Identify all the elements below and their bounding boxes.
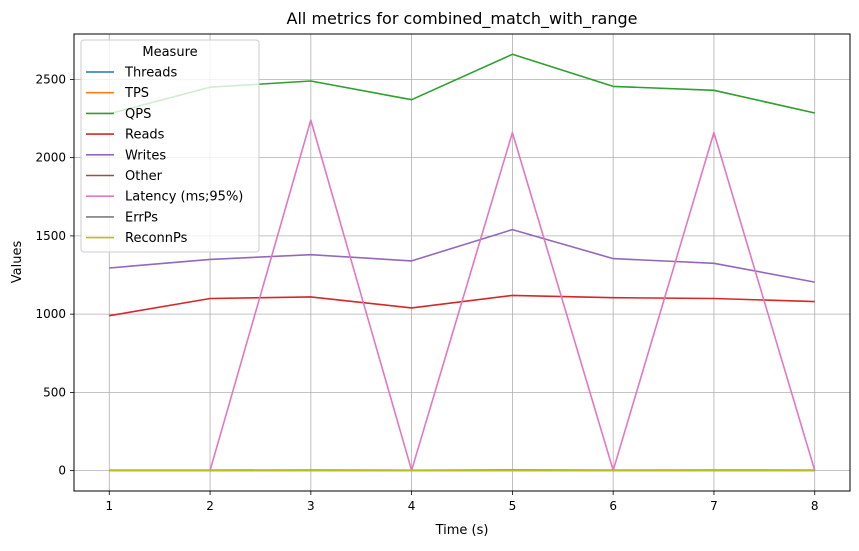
legend-label-errps: ErrPs — [125, 210, 158, 225]
y-tick-label: 2500 — [35, 72, 66, 86]
y-tick-label: 500 — [43, 385, 66, 399]
legend-label-tps: TPS — [124, 86, 149, 101]
legend-title: Measure — [142, 45, 197, 60]
legend-label-reconnps: ReconnPs — [125, 231, 188, 246]
x-axis-label: Time (s) — [435, 523, 489, 538]
y-axis-label: Values — [10, 241, 25, 284]
legend: Measure Threads TPS QPS Reads Writes Other Lat… — [81, 40, 259, 252]
y-tick-label: 1500 — [35, 229, 66, 243]
x-tick-label: 4 — [408, 499, 416, 513]
legend-label-reads: Reads — [125, 128, 165, 143]
x-tick-label: 3 — [307, 499, 315, 513]
x-tick-label: 5 — [509, 499, 517, 513]
x-axis-ticks: 1 2 3 4 5 6 7 8 — [105, 491, 818, 513]
series-line-reads — [109, 295, 814, 315]
legend-label-writes: Writes — [125, 148, 166, 163]
x-tick-label: 1 — [105, 499, 113, 513]
y-tick-label: 1000 — [35, 307, 66, 321]
legend-label-latency-ms-95: Latency (ms;95%) — [125, 190, 243, 205]
y-tick-label: 2000 — [35, 151, 66, 165]
x-tick-label: 6 — [609, 499, 617, 513]
x-tick-label: 7 — [710, 499, 718, 513]
y-axis-ticks: 0 500 1000 1500 2000 2500 — [35, 72, 74, 477]
y-tick-label: 0 — [58, 464, 66, 478]
legend-label-qps: QPS — [125, 107, 151, 122]
chart-title: All metrics for combined_match_with_rang… — [287, 9, 638, 29]
legend-label-other: Other — [125, 169, 163, 184]
x-tick-label: 2 — [206, 499, 214, 513]
legend-label-threads: Threads — [124, 66, 177, 81]
x-tick-label: 8 — [811, 499, 819, 513]
